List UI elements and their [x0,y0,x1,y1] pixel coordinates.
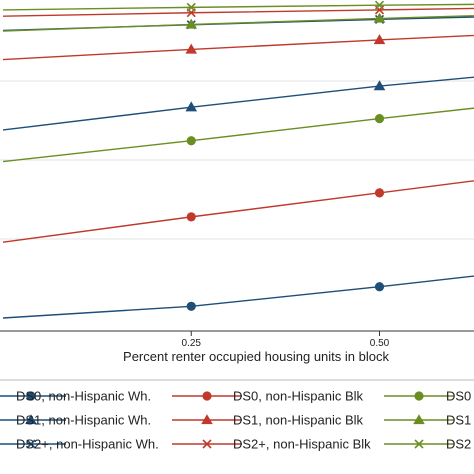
legend-label: DS0, non-Hispanic Blk [233,389,364,404]
legend-marker [413,414,425,425]
series-line-ds1-wh [2,76,474,131]
data-point-ds2-o-b [374,0,385,10]
data-point-ds1-blk [185,43,198,54]
legend-label: DS2 [446,437,471,452]
legend-marker-b [26,439,36,449]
series-ds0-blk [2,180,474,243]
series-line-ds1-blk [2,34,474,61]
data-point-ds0-o [186,136,196,146]
legend-item-ds0-blk: DS0, non-Hispanic Blk [172,389,364,404]
data-point-ds0-blk [374,188,385,198]
data-point-ds2-o [374,0,385,10]
data-point-ds2-o-b [186,2,196,12]
x-tick-label: 0.50 [370,338,390,349]
legend-marker [26,391,36,401]
data-point-ds0-wh [186,301,196,311]
legend-label: DS0, non-Hispanic Wh. [16,389,151,404]
data-point-ds0-wh [374,282,385,292]
legend-label: DS1, non-Hispanic Wh. [16,413,151,428]
series-ds2-wh [2,14,474,32]
data-point-ds1-o [373,12,386,23]
legend-marker [414,391,424,401]
series-ds0-o [2,107,474,163]
data-point-ds1-wh [373,80,386,91]
data-point-ds1-wh [185,101,198,112]
data-point-ds1-o [185,18,198,29]
series-line-ds2-o [2,3,474,11]
x-axis-title: Percent renter occupied housing units in… [123,349,389,364]
legend-label: DS2+, non-Hispanic Blk [233,437,371,452]
data-point-ds0-blk [186,212,196,222]
series-ds1-blk [2,34,474,61]
data-point-ds2-o [186,2,196,12]
data-point-ds0-o [374,114,385,124]
legend-item-ds0-o: DS0 [384,389,471,404]
x-tick-label: 0.25 [182,338,202,349]
legend-label: DS2+, non-Hispanic Wh. [16,437,159,452]
legend-marker [414,439,424,449]
legend: DS0, non-Hispanic Wh. DS0, non-Hispanic B… [0,379,474,452]
legend-item-ds1-blk: DS1, non-Hispanic Blk [172,413,364,428]
legend-label: DS0 [446,389,471,404]
series-ds1-o [2,12,474,32]
legend-item-ds1-wh: DS1, non-Hispanic Wh. [0,413,151,428]
series-line-ds0-o [2,107,474,163]
legend-item-ds1-o: DS1 [384,413,471,428]
plot-area: 0.250.500.75 [0,0,474,349]
series-ds1-wh [2,76,474,131]
legend-label: DS1 [446,413,471,428]
legend-item-ds2-wh: DS2+, non-Hispanic Wh. [0,437,159,452]
legend-marker [202,391,212,401]
legend-item-ds2-blk: DS2+, non-Hispanic Blk [172,437,371,452]
legend-item-ds2-o: DS2 [384,437,471,452]
legend-marker [202,439,212,449]
series-ds2-o [2,0,474,12]
series-ds0-wh [2,275,474,319]
legend-label: DS1, non-Hispanic Blk [233,413,364,428]
legend-marker [26,439,36,449]
legend-marker [25,414,37,425]
data-point-ds1-blk [373,34,386,45]
legend-marker [201,414,213,425]
legend-marker-b [202,439,212,449]
series-line-ds2-wh [2,16,474,32]
series-line-ds0-wh [2,275,474,319]
legend-item-ds0-wh: DS0, non-Hispanic Wh. [0,389,151,404]
legend-marker-b [414,439,424,449]
